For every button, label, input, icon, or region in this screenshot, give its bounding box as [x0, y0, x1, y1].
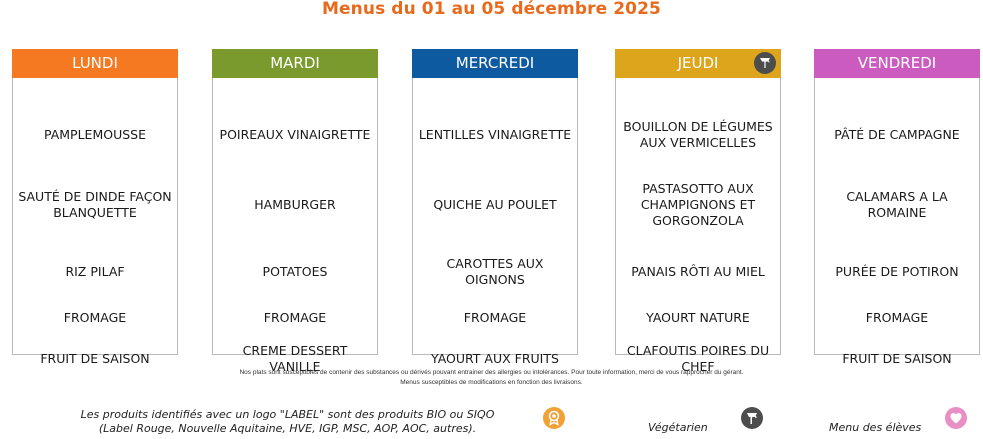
dish-list: LENTILLES VINAIGRETTE QUICHE AU POULET CAR… — [413, 79, 577, 366]
day-column-jeudi: JEUDI BOUILLON DE LÉGUMES AUX VERMICELLES… — [615, 49, 781, 374]
vegetarian-icon — [754, 52, 776, 74]
dish-item: PÂTÉ DE CAMPAGNE — [834, 127, 960, 142]
label-legend: Les produits identifiés avec un logo "LA… — [60, 408, 515, 436]
dish-item: YAOURT NATURE — [646, 310, 750, 325]
day-column-vendredi: VENDREDI PÂTÉ DE CAMPAGNE CALAMARS A LA RO… — [814, 49, 980, 366]
dish-item: POIREAUX VINAIGRETTE — [219, 127, 371, 142]
dish-list: PAMPLEMOUSSE SAUTÉ DE DINDE FAÇON BLANQUE… — [13, 79, 177, 366]
dish-item: RIZ PILAF — [65, 264, 125, 279]
students-legend: Menu des élèves — [829, 421, 922, 434]
dish-item: HAMBURGER — [254, 197, 336, 212]
dish-item: SAUTÉ DE DINDE FAÇON BLANQUETTE — [18, 189, 172, 220]
day-header: MARDI — [212, 49, 378, 78]
dish-list: PÂTÉ DE CAMPAGNE CALAMARS A LA ROMAINE PUR… — [815, 79, 979, 366]
day-column-lundi: LUNDI PAMPLEMOUSSE SAUTÉ DE DINDE FAÇON BL… — [12, 49, 178, 366]
dish-item: FROMAGE — [263, 310, 327, 325]
dish-item: CLAFOUTIS POIRES DU CHEF — [626, 343, 770, 374]
dish-item: BOUILLON DE LÉGUMES AUX VERMICELLES — [623, 119, 773, 150]
dish-item: FROMAGE — [463, 310, 527, 325]
day-name: JEUDI — [677, 54, 719, 72]
dish-item: FROMAGE — [63, 310, 127, 325]
dish-item: QUICHE AU POULET — [433, 197, 557, 212]
dish-item: FROMAGE — [865, 310, 929, 325]
day-name: MERCREDI — [455, 54, 535, 72]
day-column-mardi: MARDI POIREAUX VINAIGRETTE HAMBURGER POTATO… — [212, 49, 378, 374]
label-legend-line-1: Les produits identifiés avec un logo "LA… — [80, 408, 495, 421]
day-header: JEUDI — [615, 49, 781, 78]
vegetarian-legend: Végétarien — [648, 421, 708, 434]
dish-item: PANAIS RÔTI AU MIEL — [631, 264, 765, 279]
dish-item: FRUIT DE SAISON — [40, 351, 150, 366]
day-header: LUNDI — [12, 49, 178, 78]
dish-item: PASTASOTTO AUX CHAMPIGNONS ET GORGONZOLA — [640, 181, 756, 228]
page-title: Menus du 01 au 05 décembre 2025 — [322, 0, 661, 19]
label-legend-line-2: (Label Rouge, Nouvelle Aquitaine, HVE, I… — [98, 422, 477, 435]
changes-note: Menus susceptibles de modifications en f… — [400, 379, 583, 386]
day-header: MERCREDI — [412, 49, 578, 78]
dish-item: CREME DESSERT VANILLE — [242, 343, 348, 374]
dish-item: YAOURT AUX FRUITS — [431, 351, 559, 366]
label-icon — [543, 407, 565, 429]
day-name: VENDREDI — [857, 54, 937, 72]
dish-item: POTATOES — [262, 264, 328, 279]
dish-list: BOUILLON DE LÉGUMES AUX VERMICELLES PASTA… — [616, 79, 780, 374]
dish-item: CALAMARS A LA ROMAINE — [846, 189, 948, 220]
day-name: MARDI — [270, 54, 320, 72]
day-header: VENDREDI — [814, 49, 980, 78]
day-column-mercredi: MERCREDI LENTILLES VINAIGRETTE QUICHE AU P… — [412, 49, 578, 366]
dish-item: CAROTTES AUX OIGNONS — [446, 256, 544, 287]
heart-icon — [945, 407, 967, 429]
vegetarian-icon — [741, 407, 763, 429]
dish-item: PURÉE DE POTIRON — [835, 264, 959, 279]
dish-item: LENTILLES VINAIGRETTE — [418, 127, 572, 142]
dish-item: FRUIT DE SAISON — [842, 351, 952, 366]
dish-item: PAMPLEMOUSSE — [43, 127, 146, 142]
dish-list: POIREAUX VINAIGRETTE HAMBURGER POTATOES FRO… — [213, 79, 377, 374]
day-name: LUNDI — [72, 54, 118, 72]
allergen-note: Nos plats sont susceptibles de contenir … — [239, 369, 744, 376]
